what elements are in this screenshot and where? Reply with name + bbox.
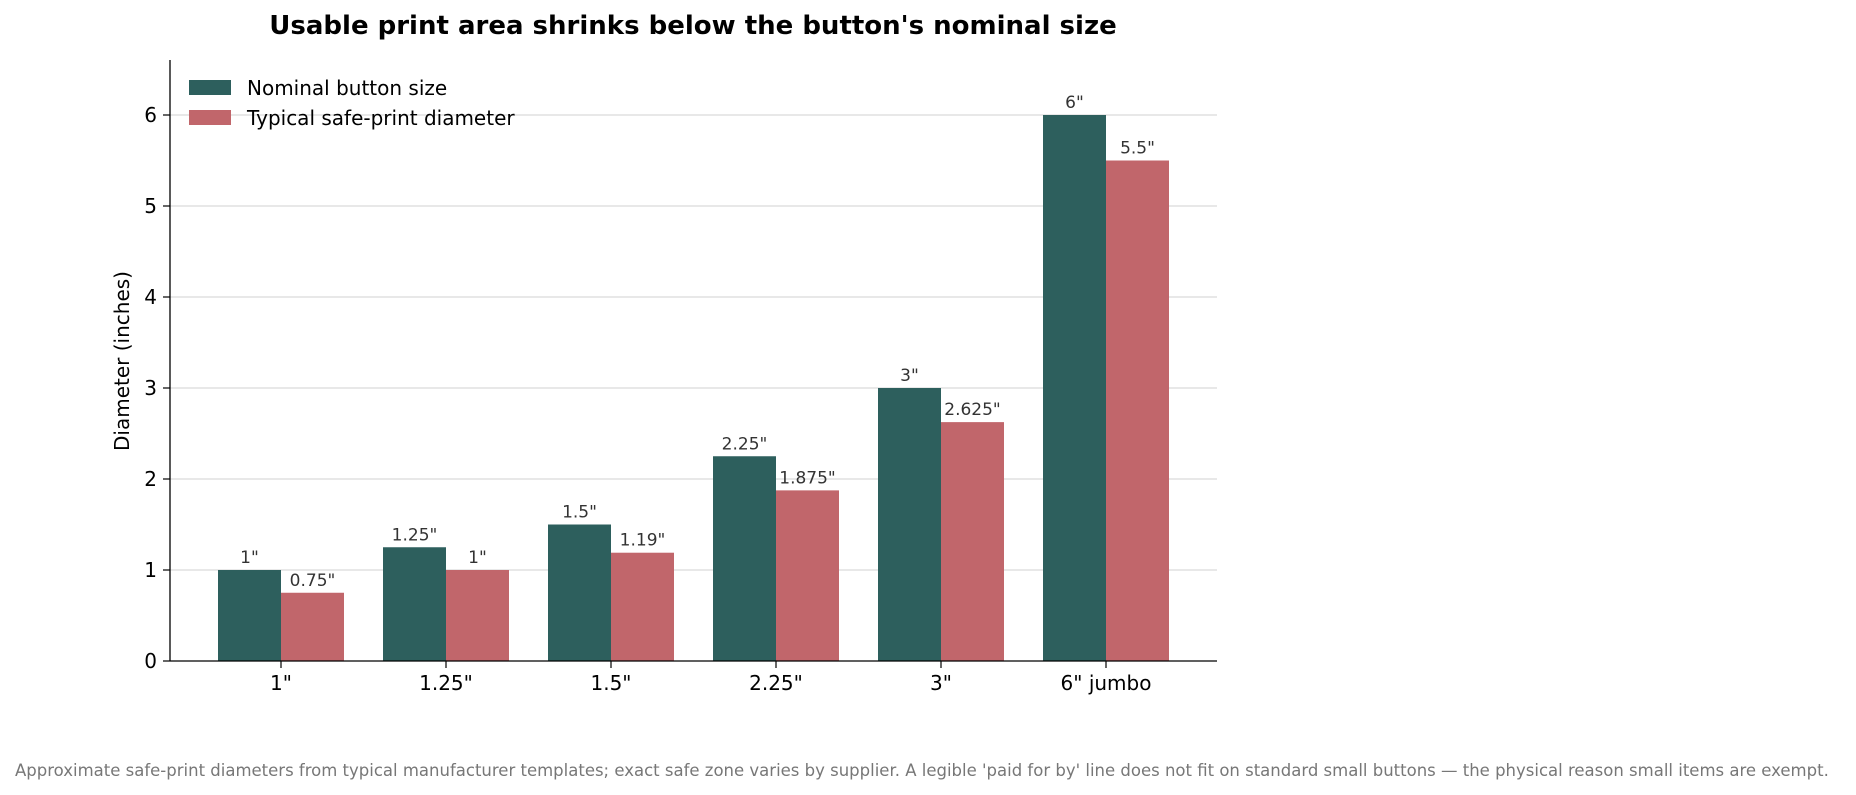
y-tick-label: 3 [144,376,157,400]
legend-label-nominal: Nominal button size [247,76,447,100]
x-axis-ticks: 1" 1.25" 1.5" 2.25" 3" 6" jumbo [270,661,1151,695]
bar-nominal [218,570,281,661]
data-label: 1" [468,548,487,568]
data-label: 3" [900,366,919,386]
bar-safe-print [941,422,1004,661]
gridlines [170,114,1217,571]
y-tick-label: 4 [144,285,157,309]
legend-label-safe-print: Typical safe-print diameter [246,106,515,130]
y-tick-label: 1 [144,558,157,582]
data-label: 2.625" [944,400,1001,420]
y-tick-label: 0 [144,649,157,673]
bar-nominal [713,456,776,661]
x-tick-label: 1" [270,671,292,695]
bar-safe-print [776,490,839,661]
bar-safe-print [611,552,674,661]
x-tick-label: 6" jumbo [1061,671,1152,695]
bar-safe-print [281,592,344,661]
x-tick-label: 1.25" [419,671,473,695]
legend-swatch-safe-print [189,110,231,125]
bars [218,115,1169,661]
data-label: 6" [1065,93,1084,113]
x-tick-label: 3" [930,671,952,695]
y-tick-label: 5 [144,194,157,218]
data-label: 1.875" [779,468,836,488]
y-axis-label: Diameter (inches) [110,271,134,451]
x-tick-label: 2.25" [749,671,803,695]
data-label: 0.75" [290,571,336,591]
legend-swatch-nominal [189,80,231,95]
bar-nominal [383,547,446,661]
y-tick-label: 6 [144,103,157,127]
data-label: 2.25" [722,434,768,454]
bar-nominal [548,524,611,661]
y-tick-label: 2 [144,467,157,491]
legend: Nominal button size Typical safe-print d… [189,76,515,130]
bar-safe-print [446,570,509,661]
footnote: Approximate safe-print diameters from ty… [15,761,1829,780]
data-label: 1" [240,548,259,568]
data-label: 5.5" [1120,139,1155,159]
x-tick-label: 1.5" [590,671,631,695]
data-label: 1.19" [620,531,666,551]
bar-nominal [1043,115,1106,661]
data-label: 1.5" [562,503,597,523]
data-labels: 1" 0.75" 1.25" 1" 1.5" 1.19" 2.25" 1.875" 3" 2.62… [240,93,1155,591]
chart-title: Usable print area shrinks below the butt… [269,11,1116,41]
y-axis-ticks: 0 1 2 3 4 5 6 [144,103,170,673]
data-label: 1.25" [392,525,438,545]
bar-safe-print [1106,160,1169,661]
bar-nominal [878,388,941,661]
